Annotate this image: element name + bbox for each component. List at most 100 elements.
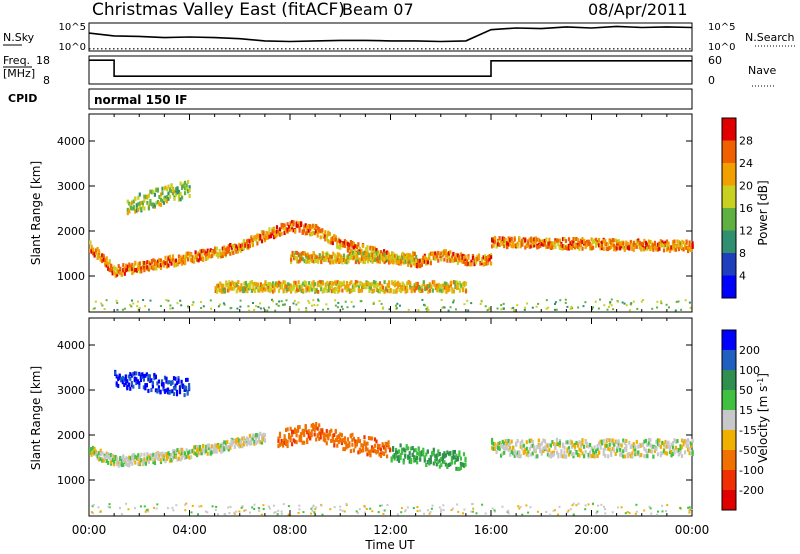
data-cell [399,456,402,461]
data-cell [649,438,652,443]
data-cell [147,454,150,459]
data-cell [164,459,167,464]
data-cell [301,428,304,433]
data-cell [602,439,605,444]
data-cell [194,254,197,259]
data-cell [592,452,595,457]
data-cell [306,440,309,445]
data-cell [314,254,317,258]
data-cell [617,300,619,303]
data-cell [392,454,395,459]
data-cell [92,247,95,252]
data-cell [438,452,441,456]
data-cell [302,511,305,514]
data-cell [299,287,302,292]
data-cell [517,505,520,508]
data-cell [437,284,440,289]
data-cell [317,298,320,301]
data-cell [356,282,359,287]
data-cell [242,442,245,447]
data-cell [314,256,317,261]
data-cell [295,433,298,438]
data-cell [143,261,146,265]
data-cell [199,256,202,261]
data-cell [285,287,288,291]
data-cell [412,507,415,510]
data-cell [369,436,372,441]
data-cell [305,309,308,312]
data-cell [182,184,185,189]
data-cell [327,258,330,263]
data-cell [320,284,323,289]
data-cell [566,305,569,308]
data-cell [404,448,407,453]
data-cell [570,243,574,248]
data-cell [488,307,491,310]
data-cell [129,303,132,306]
data-cell [462,463,466,468]
data-cell [111,458,114,462]
data-cell [602,247,605,251]
data-cell [144,262,147,266]
data-cell [410,263,413,268]
data-cell [378,286,382,291]
data-cell [117,377,120,382]
data-cell [682,247,685,252]
data-cell [228,287,231,292]
data-cell [664,444,667,449]
data-cell [452,259,455,263]
data-cell [228,280,231,285]
data-cell [95,449,98,454]
data-cell [512,241,515,246]
data-cell [99,452,102,457]
data-cell [311,509,314,512]
data-cell [303,433,306,437]
data-cell [691,244,694,249]
data-cell [191,255,194,260]
data-cell [225,281,228,286]
data-cell [642,299,644,301]
data-cell [374,252,377,257]
data-cell [101,304,104,307]
data-cell [533,243,536,248]
data-cell [395,447,398,452]
data-cell [229,445,232,450]
data-cell [380,286,383,291]
data-cell [500,453,503,458]
data-cell [260,513,263,516]
data-cell [606,308,609,311]
data-cell [352,245,355,250]
data-cell [510,450,513,455]
data-cell [297,301,300,304]
data-cell [461,259,464,264]
data-cell [430,507,433,510]
data-cell [572,443,575,448]
data-cell [415,254,418,259]
data-cell [327,284,330,289]
nsearch-tick-bottom: 10^0 [708,42,735,53]
data-cell [370,448,374,453]
data-cell [677,448,681,453]
data-cell [378,259,382,264]
data-cell [309,287,312,292]
data-cell [671,240,675,245]
data-cell [268,234,271,239]
data-cell [150,265,153,270]
data-cell [567,449,571,454]
data-cell [235,249,238,254]
data-cell [360,448,363,453]
data-cell [174,190,178,195]
data-cell [382,288,385,293]
data-cell [308,288,311,293]
data-cell [634,452,637,457]
data-cell [435,453,438,458]
data-cell [549,243,552,248]
data-cell [211,505,214,508]
data-cell [98,457,101,462]
data-cell [108,259,111,264]
time-tick-label: 04:00 [172,523,207,537]
data-cell [144,305,147,308]
data-cell [92,504,95,506]
data-cell [176,302,179,305]
data-cell [349,249,352,254]
